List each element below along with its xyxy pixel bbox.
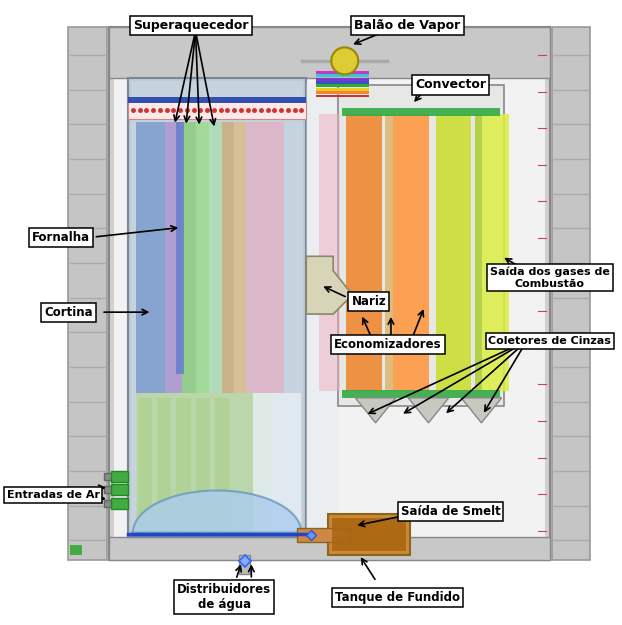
Bar	[342, 71, 350, 74]
Bar	[165, 121, 182, 393]
Bar	[306, 83, 338, 532]
Bar	[104, 486, 112, 493]
Bar	[182, 121, 195, 393]
Bar	[316, 94, 369, 98]
Bar	[436, 114, 471, 391]
Bar	[70, 545, 82, 555]
Bar	[131, 81, 304, 534]
Text: Cortina: Cortina	[44, 306, 93, 319]
Bar	[223, 121, 234, 393]
Bar	[552, 27, 590, 559]
Text: Entradas de Ar: Entradas de Ar	[7, 490, 100, 500]
Bar	[316, 88, 369, 91]
Bar	[157, 398, 172, 532]
Bar	[246, 121, 284, 393]
Bar	[111, 498, 128, 509]
Bar	[136, 393, 271, 534]
Bar	[239, 555, 251, 574]
Text: Superaquecedor: Superaquecedor	[133, 19, 248, 32]
Bar	[483, 114, 509, 391]
Polygon shape	[355, 398, 396, 423]
Bar	[316, 71, 369, 74]
Bar	[111, 484, 128, 495]
Bar	[316, 81, 369, 84]
Bar	[128, 98, 306, 103]
Bar	[342, 108, 499, 116]
Bar	[393, 114, 429, 391]
Text: Distribuidores
de água: Distribuidores de água	[177, 583, 271, 611]
Bar	[316, 91, 369, 94]
Bar	[234, 121, 246, 393]
Bar	[176, 398, 191, 532]
Bar	[128, 101, 306, 119]
Bar	[176, 121, 184, 374]
Bar	[111, 471, 128, 482]
Bar	[342, 390, 499, 398]
Bar	[316, 84, 369, 88]
Bar	[316, 78, 369, 81]
Bar	[328, 514, 410, 555]
Bar	[215, 398, 230, 532]
Bar	[297, 528, 350, 542]
Text: Saída dos gases de
Combustão: Saída dos gases de Combustão	[490, 266, 610, 289]
Polygon shape	[462, 398, 502, 423]
Text: Economizadores: Economizadores	[334, 338, 442, 351]
Bar	[137, 398, 152, 532]
Bar	[318, 114, 340, 391]
Bar	[136, 121, 165, 393]
Polygon shape	[306, 256, 353, 314]
Bar	[195, 121, 209, 393]
Bar	[68, 27, 107, 559]
Polygon shape	[408, 398, 448, 423]
Bar	[209, 121, 223, 393]
Text: Saída de Smelt: Saída de Smelt	[401, 505, 501, 518]
Bar	[316, 74, 369, 78]
Text: Coletores de Cinzas: Coletores de Cinzas	[488, 336, 611, 346]
Text: Balão de Vapor: Balão de Vapor	[354, 19, 460, 32]
Text: Tanque de Fundido: Tanque de Fundido	[335, 591, 460, 604]
Bar	[346, 114, 383, 391]
Bar	[104, 500, 112, 507]
Circle shape	[332, 48, 358, 74]
Bar	[128, 78, 306, 538]
Bar	[109, 27, 550, 78]
Bar	[109, 27, 550, 559]
Bar	[253, 393, 302, 534]
Bar	[332, 518, 406, 551]
Polygon shape	[131, 491, 304, 532]
Text: Convector: Convector	[415, 79, 486, 91]
Bar	[385, 114, 393, 391]
Text: Nariz: Nariz	[351, 295, 386, 308]
Bar	[195, 398, 210, 532]
Bar	[114, 32, 545, 555]
Text: Fornalha: Fornalha	[32, 231, 90, 244]
Bar	[109, 538, 550, 559]
Bar	[104, 473, 112, 479]
Bar	[338, 85, 504, 406]
Bar	[475, 114, 483, 391]
